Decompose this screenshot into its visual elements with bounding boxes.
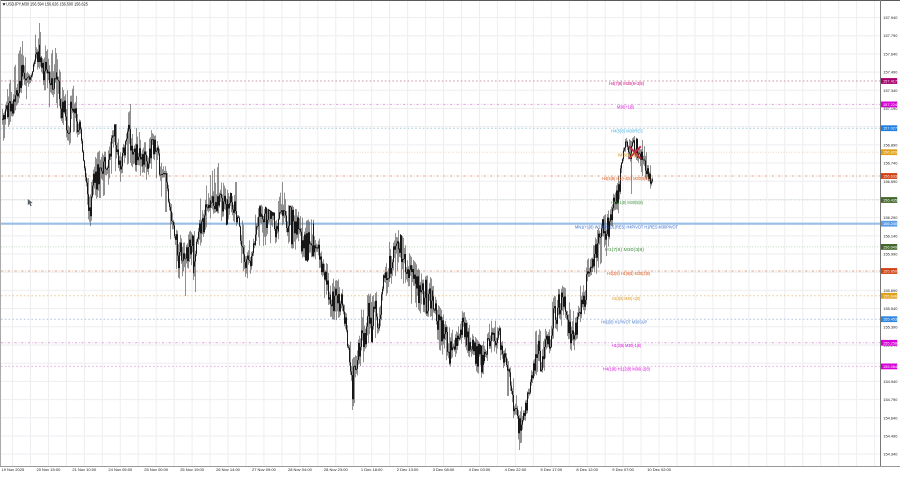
svg-text:155.453: 155.453: [883, 317, 897, 322]
svg-text:156.890: 156.890: [883, 142, 898, 147]
svg-text:MN1(+1|8) W1(6|8) D1(RES) H4PI: MN1(+1|8) W1(6|8) D1(RES) H4PIVOT H1RES …: [575, 225, 678, 230]
svg-text:154.940: 154.940: [883, 379, 898, 384]
svg-text:H4(2|8) H1(6|8) M30(2|8): H4(2|8) H1(6|8) M30(2|8): [607, 271, 651, 276]
svg-text:2 Dec 13:00: 2 Dec 13:00: [397, 467, 419, 472]
svg-text:25 Nov 00:00: 25 Nov 00:00: [144, 467, 169, 472]
svg-text:155.850: 155.850: [883, 269, 898, 274]
svg-text:157.490: 157.490: [883, 70, 898, 75]
svg-text:27 Nov 09:00: 27 Nov 09:00: [252, 467, 277, 472]
svg-text:M30(5|8): M30(5|8): [618, 152, 641, 157]
svg-text:155.990: 155.990: [883, 252, 898, 257]
svg-text:1 Dec 18:00: 1 Dec 18:00: [361, 467, 383, 472]
svg-text:M30(+1|8): M30(+1|8): [617, 105, 635, 110]
svg-text:155.540: 155.540: [883, 306, 898, 311]
svg-text:H4(1|8) H1(2|8) M30(-2|8): H4(1|8) H1(2|8) M30(-2|8): [603, 367, 651, 372]
svg-text:154.790: 154.790: [883, 397, 898, 402]
svg-text:154.490: 154.490: [883, 434, 898, 439]
svg-text:154.340: 154.340: [883, 452, 898, 457]
svg-text:156.290: 156.290: [883, 215, 898, 220]
svg-text:4 Dec 22:00: 4 Dec 22:00: [505, 467, 527, 472]
svg-text:157.027: 157.027: [883, 126, 897, 131]
svg-text:28 Nov 23:00: 28 Nov 23:00: [324, 467, 349, 472]
svg-text:8 Dec 12:00: 8 Dec 12:00: [576, 467, 598, 472]
svg-text:156.435: 156.435: [883, 198, 897, 203]
svg-text:10 Dec 02:00: 10 Dec 02:00: [647, 467, 672, 472]
svg-text:21 Nov 10:00: 21 Nov 10:00: [72, 467, 97, 472]
svg-text:24 Nov 05:00: 24 Nov 05:00: [108, 467, 133, 472]
svg-text:157.417: 157.417: [883, 79, 897, 84]
svg-text:157.190: 157.190: [883, 106, 898, 111]
svg-text:H4(7|8) M30(8+2|8): H4(7|8) M30(8+2|8): [609, 81, 645, 86]
svg-text:156.740: 156.740: [883, 161, 898, 166]
svg-text:156.633: 156.633: [883, 174, 897, 179]
svg-text:25 Nov 19:00: 25 Nov 19:00: [180, 467, 205, 472]
svg-text:28 Nov 04:00: 28 Nov 04:00: [288, 467, 313, 472]
svg-text:9 Dec 07:00: 9 Dec 07:00: [612, 467, 634, 472]
svg-text:155.690: 155.690: [883, 288, 898, 293]
svg-text:157.790: 157.790: [883, 33, 898, 38]
svg-text:4 Dec 03:00: 4 Dec 03:00: [469, 467, 491, 472]
svg-text:H4(2|8) H1PIVOT M30SUP: H4(2|8) H1PIVOT M30SUP: [601, 319, 647, 324]
svg-text:157.224: 157.224: [883, 102, 898, 107]
svg-text:H1(2|8) M30(-1|8): H1(2|8) M30(-1|8): [612, 343, 642, 348]
svg-text:H4(5|8) H1(+4|8) M30(5|8): H4(5|8) H1(+4|8) M30(5|8): [602, 176, 650, 181]
svg-text:156.829: 156.829: [883, 150, 897, 155]
svg-text:H1(+1|8) M30(5|8): H1(+1|8) M30(5|8): [611, 200, 644, 205]
svg-text:H1(3|8) M30(+1|8): H1(3|8) M30(+1|8): [612, 296, 640, 301]
svg-text:156.140: 156.140: [883, 233, 898, 238]
svg-text:155.646: 155.646: [883, 293, 897, 298]
svg-text:3 Dec 08:00: 3 Dec 08:00: [433, 467, 455, 472]
svg-text:20 Nov 15:00: 20 Nov 15:00: [37, 467, 62, 472]
svg-text:5 Dec 17:00: 5 Dec 17:00: [541, 467, 563, 472]
svg-text:156.240: 156.240: [883, 221, 898, 226]
svg-text:26 Nov 14:00: 26 Nov 14:00: [216, 467, 241, 472]
svg-text:157.340: 157.340: [883, 88, 898, 93]
svg-text:155.064: 155.064: [883, 364, 898, 369]
svg-text:154.640: 154.640: [883, 415, 898, 420]
svg-text:156.590: 156.590: [883, 179, 898, 184]
svg-text:156.049: 156.049: [883, 244, 897, 249]
svg-text:157.940: 157.940: [883, 15, 898, 20]
svg-text:155.390: 155.390: [883, 324, 898, 329]
svg-text:157.640: 157.640: [883, 51, 898, 56]
svg-text:19 Nov 2025: 19 Nov 2025: [2, 467, 25, 472]
svg-text:H1(7|8) M30(3|8): H1(7|8) M30(3|8): [605, 247, 645, 252]
svg-text:H4(5|8) M30RES: H4(5|8) M30RES: [611, 128, 643, 133]
svg-text:155.258: 155.258: [883, 340, 897, 345]
svg-text:USDJPY,M30 156.594 156.626 156: USDJPY,M30 156.594 156.626 156.500 156.6…: [6, 2, 88, 7]
